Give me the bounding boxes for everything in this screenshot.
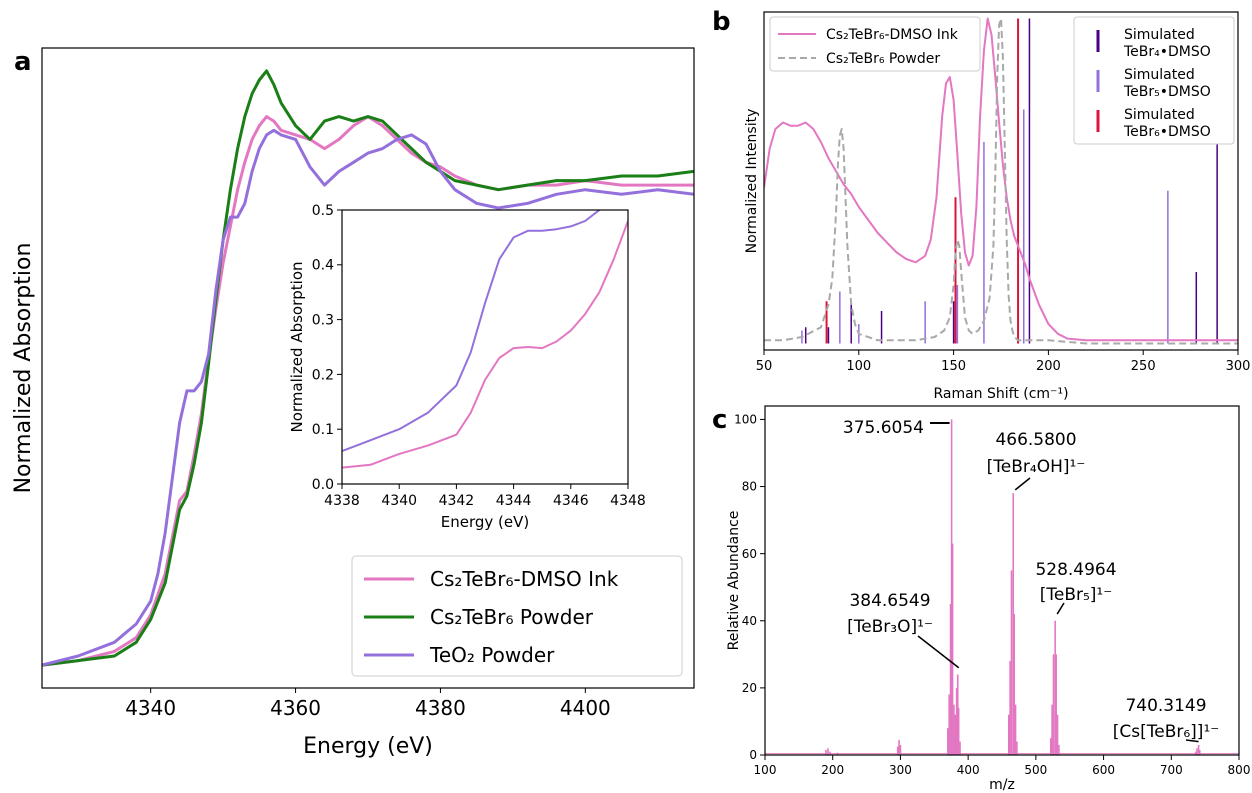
panel-b-legend-label: Cs₂TeBr₆-DMSO Ink bbox=[826, 27, 959, 43]
panel-c-xtick-label: 600 bbox=[1092, 763, 1115, 777]
panel-c-mass-spectrum: 100 200 300 400 500 600 700 800 0 20 40 60 80 100 m/z R… bbox=[726, 405, 1251, 793]
panel-b-ylabel: Normalized Intensity bbox=[744, 109, 760, 254]
panel-b-legend-left-box bbox=[769, 16, 981, 72]
panel-c-xtick-label: 500 bbox=[1024, 763, 1047, 777]
panel-a-xtick-label: 4340 bbox=[125, 696, 176, 720]
panel-c-xtick-label: 700 bbox=[1160, 763, 1183, 777]
panel-c-xtick-label: 200 bbox=[821, 763, 844, 777]
panel-b-xtick-label: 150 bbox=[941, 359, 966, 374]
inset-xtick-label: 4348 bbox=[610, 493, 646, 509]
panel-a-series-line-3 bbox=[42, 128, 694, 667]
panel-b-legend-label-line2: TeBr₄•DMSO bbox=[1123, 44, 1211, 60]
inset-ytick-label: 0.1 bbox=[312, 422, 334, 438]
panel-c-annotations: 375.6054 466.5800 [TeBr₄OH]¹⁻ 384.6549 [TeBr… bbox=[843, 418, 1219, 743]
panel-a-letter: a bbox=[14, 47, 32, 77]
panel-a-ylabel: Normalized Absorption bbox=[11, 243, 36, 494]
annotation-leader bbox=[1014, 477, 1031, 491]
panel-b-legend-label-line2: TeBr₆•DMSO bbox=[1123, 124, 1211, 140]
annotation-leader bbox=[1056, 602, 1065, 615]
panel-b-legend-label-line1: Simulated bbox=[1124, 107, 1195, 123]
inset-xtick-label: 4338 bbox=[324, 493, 360, 509]
inset-frame bbox=[341, 209, 629, 485]
panel-a-xtick-label: 4400 bbox=[560, 696, 611, 720]
panel-a-frame bbox=[41, 47, 695, 689]
panel-b-raman-chart: 50 100 150 200 250 300 Raman Shift (cm⁻¹) Norma… bbox=[744, 11, 1251, 402]
panel-a-xtick-label: 4360 bbox=[270, 696, 321, 720]
panel-c-xtick-label: 300 bbox=[889, 763, 912, 777]
inset-series-group bbox=[342, 210, 628, 469]
panel-a-legend-label: Cs₂TeBr₆ Powder bbox=[430, 605, 594, 629]
annotation-label: 384.6549 bbox=[849, 591, 930, 611]
inset-xtick-label: 4340 bbox=[381, 493, 417, 509]
panel-a-legend-label: TeO₂ Powder bbox=[429, 643, 555, 667]
inset-ytick-label: 0.3 bbox=[312, 313, 334, 329]
panel-c-letter: c bbox=[712, 405, 727, 435]
panel-b-legend-label-line1: Simulated bbox=[1124, 27, 1195, 43]
panel-c-ytick-label: 60 bbox=[742, 547, 757, 561]
inset-ylabel: Normalized Absorption bbox=[288, 261, 306, 432]
panel-b-legend-label: Cs₂TeBr₆ Powder bbox=[826, 51, 940, 67]
panel-b-legend-left: Cs₂TeBr₆-DMSO Ink Cs₂TeBr₆ Powder bbox=[769, 16, 981, 72]
panel-b-series-line-1 bbox=[764, 17, 1238, 342]
inset-ytick-label: 0.5 bbox=[312, 203, 334, 219]
panel-a-series-line-2 bbox=[42, 69, 694, 667]
inset-xlabel: Energy (eV) bbox=[441, 513, 529, 531]
annotation-label: 466.5800 bbox=[995, 430, 1076, 450]
annotation-label: [Cs[TeBr₆]]¹⁻ bbox=[1113, 722, 1219, 742]
panel-b-legend-right-box bbox=[1073, 16, 1235, 145]
inset-background bbox=[342, 210, 628, 484]
inset-ytick-label: 0.4 bbox=[312, 258, 334, 274]
annotation-label: 528.4964 bbox=[1035, 560, 1116, 580]
panel-b-letter: b bbox=[712, 7, 731, 37]
inset-xtick-label: 4344 bbox=[496, 493, 532, 509]
panel-c-ytick-label: 40 bbox=[742, 614, 757, 628]
panel-c-ytick-label: 20 bbox=[742, 681, 757, 695]
panel-c-xtick-label: 800 bbox=[1228, 763, 1251, 777]
annotation-label: [TeBr₅]¹⁻ bbox=[1040, 585, 1112, 605]
annotation-label: 375.6054 bbox=[843, 418, 924, 438]
panel-b-legend-label-line2: TeBr₅•DMSO bbox=[1123, 84, 1211, 100]
annotation-leader bbox=[917, 635, 960, 669]
panel-b-xtick-label: 250 bbox=[1131, 359, 1156, 374]
inset-xtick-label: 4346 bbox=[553, 493, 589, 509]
panel-a-xlabel: Energy (eV) bbox=[303, 734, 433, 759]
panel-b-plot-area bbox=[764, 17, 1238, 345]
panel-b-frame bbox=[763, 11, 1239, 351]
panel-c-ytick-label: 0 bbox=[749, 748, 757, 762]
panel-c-ytick-label: 80 bbox=[742, 480, 757, 494]
inset-ytick-label: 0.2 bbox=[312, 367, 334, 383]
panel-a-legend: Cs₂TeBr₆-DMSO Ink Cs₂TeBr₆ Powder TeO₂ Pow… bbox=[351, 555, 683, 677]
panel-b-xtick-label: 200 bbox=[1036, 359, 1061, 374]
annotation-label: [TeBr₃O]¹⁻ bbox=[847, 617, 933, 637]
panel-a-legend-label: Cs₂TeBr₆-DMSO Ink bbox=[430, 567, 619, 591]
panel-c-ylabel: Relative Abundance bbox=[726, 511, 742, 651]
annotation-label: 740.3149 bbox=[1125, 696, 1206, 716]
panel-c-xlabel: m/z bbox=[989, 777, 1015, 793]
panel-b-xlabel: Raman Shift (cm⁻¹) bbox=[933, 386, 1068, 402]
panel-c-plot-area bbox=[765, 419, 1239, 755]
panel-b-legend-label-line1: Simulated bbox=[1124, 67, 1195, 83]
panel-b-xtick-label: 50 bbox=[756, 359, 773, 374]
panel-b-xtick-label: 300 bbox=[1226, 359, 1251, 374]
inset-series-line-2 bbox=[342, 220, 628, 469]
panel-a-xtick-label: 4380 bbox=[415, 696, 466, 720]
panel-a-series-group bbox=[42, 69, 694, 667]
panel-c-xtick-label: 100 bbox=[754, 763, 777, 777]
annotation-label: [TeBr₄OH]¹⁻ bbox=[987, 457, 1086, 477]
panel-b-legend-right: SimulatedTeBr₄•DMSOSimulatedTeBr₅•DMSOSi… bbox=[1073, 16, 1235, 145]
inset-series-line-1 bbox=[342, 210, 602, 453]
inset-ytick-label: 0.0 bbox=[312, 477, 334, 493]
annotation-leader bbox=[1185, 739, 1199, 743]
panel-c-frame bbox=[764, 405, 1240, 756]
panel-c-xtick-label: 400 bbox=[957, 763, 980, 777]
panel-c-ytick-label: 100 bbox=[734, 413, 757, 427]
panel-b-xtick-label: 100 bbox=[846, 359, 871, 374]
panel-a-xas-chart: 4340 4360 4380 4400 Energy (eV) Normalized Ab… bbox=[11, 47, 695, 759]
panel-a-legend-box bbox=[351, 555, 683, 677]
inset-xtick-label: 4342 bbox=[439, 493, 475, 509]
panel-b-series-line-2 bbox=[764, 17, 1238, 345]
